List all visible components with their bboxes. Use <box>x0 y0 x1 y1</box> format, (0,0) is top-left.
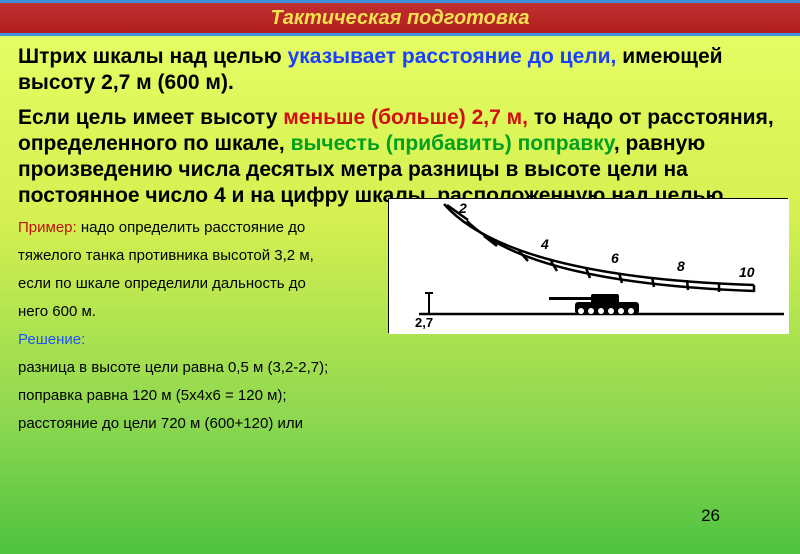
tick-2: 2 <box>458 200 467 216</box>
lower-section: Пример: надо определить расстояние до тя… <box>18 216 782 436</box>
example-text: Пример: надо определить расстояние до тя… <box>18 216 398 436</box>
page-number: 26 <box>701 506 720 526</box>
tick-10: 10 <box>739 264 755 280</box>
p2-red: меньше (больше) 2,7 м, <box>283 106 528 129</box>
label-27: 2,7 <box>415 315 433 330</box>
title-bar: Тактическая подготовка <box>0 0 800 36</box>
ex-b1: надо определить расстояние до <box>77 219 306 236</box>
content-area: Штрих шкалы над целью указывает расстоян… <box>0 36 800 436</box>
ex-b4: него 600 м. <box>18 300 398 324</box>
paragraph-1: Штрих шкалы над целью указывает расстоян… <box>18 44 782 97</box>
p1-blue: указывает расстояние до цели, <box>288 45 623 68</box>
tick-6: 6 <box>611 250 619 266</box>
sol-line-3: расстояние до цели 720 м (600+120) или <box>18 412 398 436</box>
example-label: Пример: <box>18 219 77 236</box>
solution-label: Решение: <box>18 328 398 352</box>
diagram-svg: 2 4 6 8 10 2,7 <box>389 199 789 334</box>
sol-line-1: разница в высоте цели равна 0,5 м (3,2-2… <box>18 356 398 380</box>
tick-8: 8 <box>677 258 685 274</box>
sol-line-2: поправка равна 120 м (5х4х6 = 120 м); <box>18 384 398 408</box>
rangefinder-diagram: 2 4 6 8 10 2,7 <box>388 198 788 333</box>
paragraph-2: Если цель имеет высоту меньше (больше) 2… <box>18 105 782 210</box>
p2-green: вычесть (прибавить) поправку <box>291 132 614 155</box>
ex-b3: если по шкале определили дальность до <box>18 272 398 296</box>
ex-line-1: Пример: надо определить расстояние до <box>18 216 398 240</box>
p2-a: Если цель имеет высоту <box>18 106 283 129</box>
p1-pre: Штрих шкалы над целью <box>18 45 288 68</box>
slide-title: Тактическая подготовка <box>271 7 530 29</box>
ex-b2: тяжелого танка противника высотой 3,2 м, <box>18 244 398 268</box>
tick-4: 4 <box>540 236 549 252</box>
